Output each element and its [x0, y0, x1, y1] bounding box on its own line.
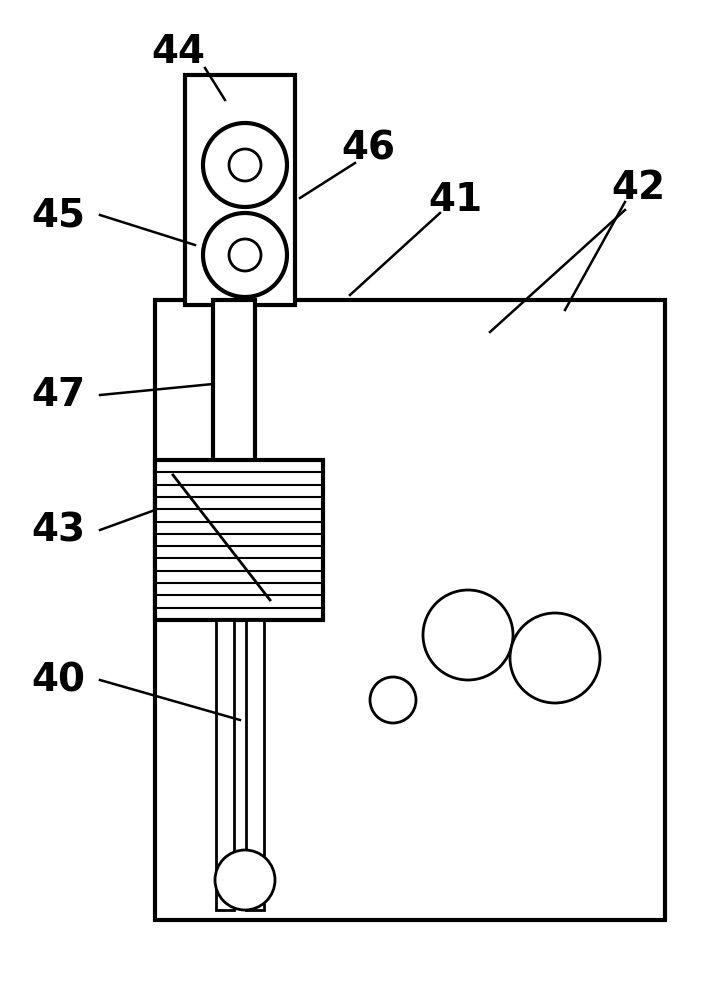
- Text: 41: 41: [428, 181, 482, 219]
- Text: 42: 42: [611, 169, 665, 207]
- Text: 43: 43: [31, 511, 85, 549]
- Circle shape: [215, 850, 275, 910]
- Text: 44: 44: [151, 33, 205, 71]
- Text: 46: 46: [341, 129, 395, 167]
- Bar: [155, 300, 665, 920]
- Circle shape: [229, 239, 261, 271]
- Circle shape: [423, 590, 513, 680]
- Text: 47: 47: [31, 376, 85, 414]
- Bar: [155, 460, 323, 620]
- Circle shape: [203, 123, 287, 207]
- Bar: [216, 620, 234, 910]
- Text: 45: 45: [31, 196, 85, 234]
- Circle shape: [203, 213, 287, 297]
- Circle shape: [370, 677, 416, 723]
- Bar: [246, 620, 264, 910]
- Circle shape: [510, 613, 600, 703]
- Bar: [213, 300, 255, 475]
- Circle shape: [229, 149, 261, 181]
- Text: 40: 40: [31, 661, 85, 699]
- Bar: [185, 75, 295, 305]
